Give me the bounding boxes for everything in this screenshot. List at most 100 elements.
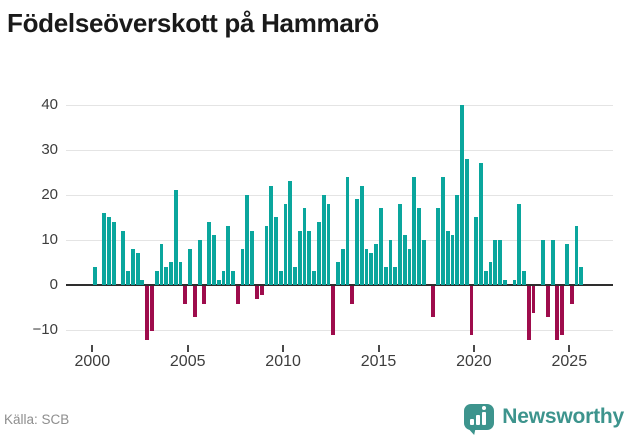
bar bbox=[254, 285, 259, 299]
bar bbox=[579, 266, 584, 285]
bar bbox=[364, 248, 369, 285]
bar bbox=[565, 244, 569, 285]
bar bbox=[92, 266, 97, 285]
x-axis-tick bbox=[568, 345, 571, 352]
bar bbox=[145, 285, 150, 340]
bar bbox=[159, 244, 164, 285]
bar bbox=[207, 221, 212, 285]
y-axis-label: 30 bbox=[41, 140, 58, 158]
x-axis-label: 2010 bbox=[265, 353, 301, 370]
bar bbox=[150, 285, 154, 331]
bar bbox=[512, 280, 517, 285]
x-axis-label: 2000 bbox=[74, 353, 111, 370]
x-axis-label: 2020 bbox=[456, 353, 492, 370]
bar bbox=[259, 285, 264, 295]
y-axis-label: 0 bbox=[49, 275, 58, 293]
bar bbox=[498, 239, 503, 285]
bar bbox=[531, 285, 536, 313]
bar bbox=[307, 230, 312, 285]
bar bbox=[197, 239, 202, 285]
source-label: Källa: SCB bbox=[4, 412, 70, 427]
bar bbox=[140, 280, 145, 285]
bar bbox=[235, 285, 240, 304]
bar bbox=[503, 280, 507, 285]
gridline bbox=[66, 104, 613, 106]
bar bbox=[221, 271, 226, 285]
bar bbox=[431, 285, 436, 317]
bar bbox=[388, 239, 393, 285]
bar bbox=[269, 185, 274, 285]
bar bbox=[183, 285, 188, 304]
bar bbox=[135, 253, 140, 285]
bar bbox=[407, 248, 412, 285]
bar bbox=[293, 266, 297, 285]
logo-bar-icon bbox=[482, 412, 487, 425]
x-axis-tick bbox=[472, 345, 475, 352]
bar bbox=[460, 104, 464, 285]
bar bbox=[245, 194, 250, 285]
bar bbox=[283, 203, 288, 285]
x-axis-label: 2015 bbox=[360, 353, 397, 370]
bar bbox=[278, 271, 283, 285]
bar bbox=[169, 262, 173, 285]
bar bbox=[421, 239, 426, 285]
bar bbox=[474, 217, 479, 285]
bar bbox=[541, 239, 545, 285]
bar bbox=[107, 217, 111, 285]
bar bbox=[398, 203, 402, 285]
bar bbox=[212, 235, 216, 285]
y-axis-label: 40 bbox=[41, 95, 58, 113]
bar bbox=[369, 253, 374, 285]
y-axis-label: 20 bbox=[41, 185, 58, 203]
bar bbox=[574, 226, 579, 285]
bar bbox=[479, 163, 483, 285]
bar bbox=[111, 221, 116, 285]
bar bbox=[312, 271, 316, 285]
bar bbox=[202, 285, 207, 304]
chart-title: Födelseöverskott på Hammarö bbox=[7, 8, 379, 38]
bar bbox=[154, 271, 159, 285]
bar bbox=[297, 230, 302, 285]
bar bbox=[345, 176, 350, 285]
bar bbox=[288, 181, 293, 285]
bar bbox=[412, 176, 417, 285]
newsworthy-logo: Newsworthy bbox=[464, 404, 624, 435]
newsworthy-wordmark: Newsworthy bbox=[502, 405, 624, 428]
bar bbox=[555, 285, 560, 340]
gridline bbox=[66, 329, 613, 331]
y-axis-label: 10 bbox=[41, 230, 58, 248]
bar bbox=[436, 208, 441, 285]
bar bbox=[393, 266, 398, 285]
gridline bbox=[66, 194, 613, 196]
bar bbox=[383, 266, 388, 285]
bar bbox=[231, 271, 235, 285]
bar bbox=[440, 176, 445, 285]
bar bbox=[216, 280, 221, 285]
bar bbox=[402, 235, 407, 285]
bar bbox=[517, 203, 522, 285]
logo-bar-icon bbox=[470, 419, 475, 425]
bar bbox=[560, 285, 565, 335]
bar bbox=[569, 285, 574, 304]
bar bbox=[488, 262, 493, 285]
x-axis-tick bbox=[186, 345, 189, 352]
gridline bbox=[66, 149, 613, 151]
bar bbox=[469, 285, 474, 335]
x-axis-tick bbox=[377, 345, 380, 352]
x-axis-label: 2025 bbox=[551, 353, 588, 370]
bar bbox=[526, 285, 531, 340]
newsworthy-icon bbox=[464, 404, 495, 435]
bar bbox=[340, 248, 345, 285]
logo-bar-icon bbox=[476, 415, 481, 425]
bar bbox=[350, 285, 355, 304]
bar bbox=[164, 266, 169, 285]
bar bbox=[378, 208, 383, 285]
zero-line bbox=[66, 283, 613, 286]
bar bbox=[250, 230, 254, 285]
bar bbox=[226, 226, 231, 285]
bar bbox=[302, 208, 307, 285]
bar bbox=[359, 185, 364, 285]
gridline bbox=[66, 239, 613, 241]
